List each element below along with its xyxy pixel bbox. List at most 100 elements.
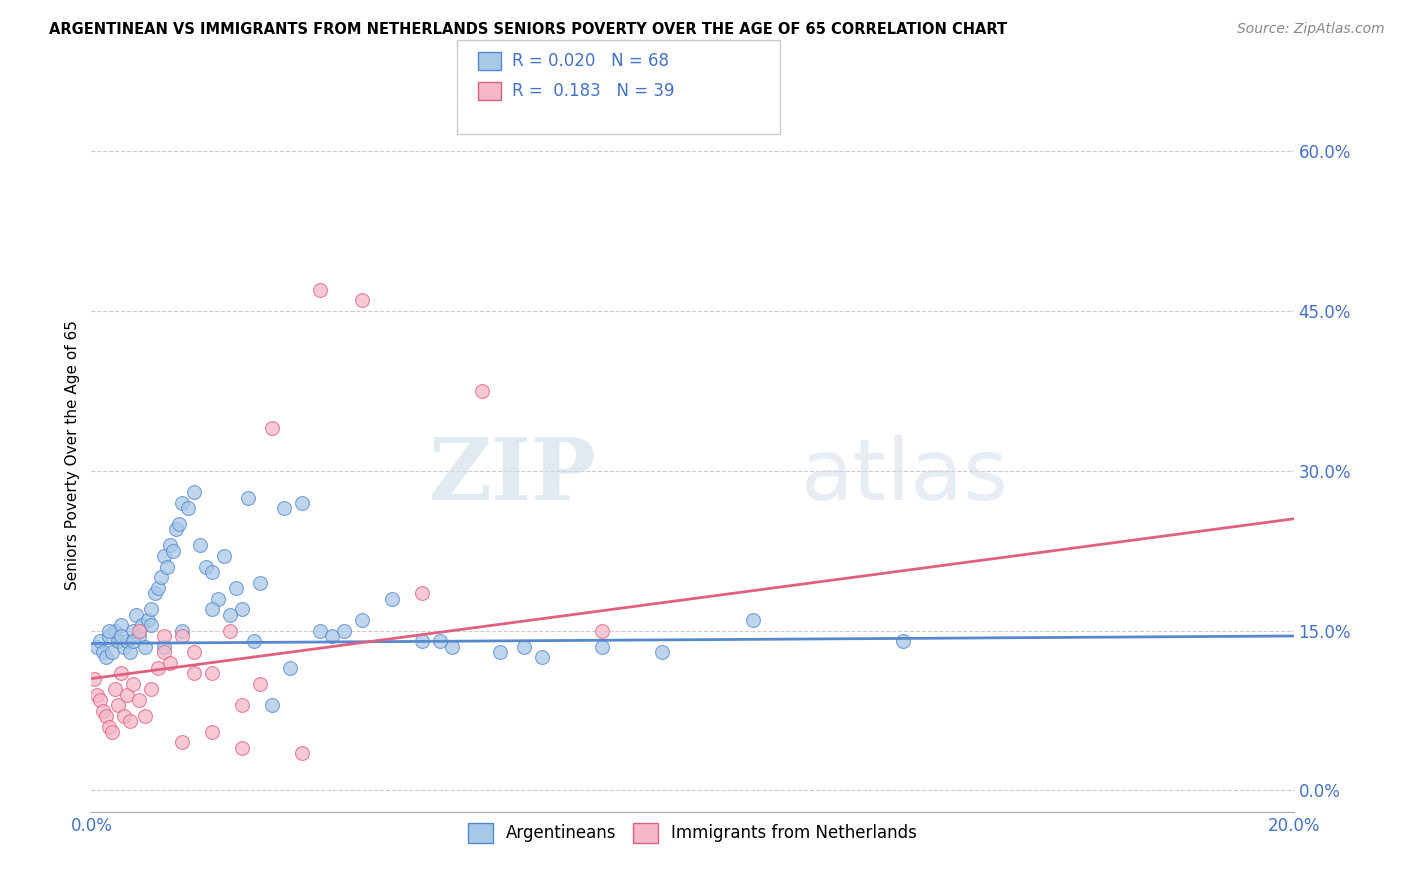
Point [98, 624, 121, 638]
Point [141, 618, 163, 632]
Point [212, 549, 235, 563]
Point [122, 634, 145, 648]
Point [138, 613, 160, 627]
Point [114, 709, 136, 723]
Point [278, 661, 301, 675]
Point [170, 496, 193, 510]
Point [170, 624, 193, 638]
Point [231, 698, 253, 713]
Point [86, 640, 108, 654]
Point [107, 698, 129, 713]
Point [128, 629, 150, 643]
Point [110, 629, 132, 643]
Point [93, 645, 115, 659]
Point [218, 607, 240, 622]
Point [165, 523, 187, 537]
Point [429, 634, 451, 648]
Point [104, 624, 127, 638]
Point [411, 586, 433, 600]
Point [114, 640, 136, 654]
Point [149, 570, 172, 584]
Point [152, 640, 174, 654]
Point [308, 283, 330, 297]
Point [471, 384, 494, 398]
Point [531, 650, 554, 665]
Point [152, 549, 174, 563]
Point [93, 704, 115, 718]
Point [381, 591, 404, 606]
Point [201, 602, 224, 616]
Point [134, 640, 156, 654]
Point [101, 724, 124, 739]
Point [128, 624, 150, 638]
Text: Source: ZipAtlas.com: Source: ZipAtlas.com [1237, 22, 1385, 37]
Point [291, 746, 314, 760]
Point [333, 624, 356, 638]
Point [155, 559, 177, 574]
Point [152, 629, 174, 643]
Point [98, 719, 121, 733]
Point [194, 559, 217, 574]
Point [242, 634, 264, 648]
Point [350, 293, 373, 308]
Point [143, 586, 166, 600]
Point [83, 672, 105, 686]
Point [117, 634, 139, 648]
Point [411, 634, 433, 648]
Point [122, 624, 145, 638]
Point [741, 613, 763, 627]
Text: ARGENTINEAN VS IMMIGRANTS FROM NETHERLANDS SENIORS POVERTY OVER THE AGE OF 65 CO: ARGENTINEAN VS IMMIGRANTS FROM NETHERLAN… [49, 22, 1007, 37]
Point [152, 645, 174, 659]
Point [236, 491, 259, 505]
Point [183, 645, 205, 659]
Point [291, 496, 314, 510]
Point [110, 618, 132, 632]
Point [201, 724, 224, 739]
Point [249, 575, 271, 590]
Point [120, 714, 142, 729]
Point [98, 629, 121, 643]
Text: R = 0.020   N = 68: R = 0.020 N = 68 [512, 52, 669, 70]
Text: atlas: atlas [800, 434, 1008, 518]
Point [249, 677, 271, 691]
Point [134, 709, 156, 723]
Point [89, 634, 111, 648]
Point [321, 629, 343, 643]
Point [350, 613, 373, 627]
Point [104, 682, 127, 697]
Point [170, 629, 193, 643]
Text: R =  0.183   N = 39: R = 0.183 N = 39 [512, 82, 675, 100]
Point [176, 501, 198, 516]
Point [308, 624, 330, 638]
Point [591, 640, 613, 654]
Point [117, 688, 139, 702]
Point [162, 543, 184, 558]
Point [167, 517, 190, 532]
Point [891, 634, 914, 648]
Point [201, 565, 224, 579]
Point [146, 661, 169, 675]
Point [225, 581, 247, 595]
Point [131, 618, 153, 632]
Point [125, 607, 148, 622]
Point [260, 421, 283, 435]
Point [207, 591, 229, 606]
Point [218, 624, 240, 638]
Point [489, 645, 512, 659]
Point [141, 682, 163, 697]
Legend: Argentineans, Immigrants from Netherlands: Argentineans, Immigrants from Netherland… [461, 816, 924, 850]
Point [201, 666, 224, 681]
Point [107, 634, 129, 648]
Point [89, 693, 111, 707]
Point [120, 645, 142, 659]
Point [183, 485, 205, 500]
Y-axis label: Seniors Poverty Over the Age of 65: Seniors Poverty Over the Age of 65 [65, 320, 80, 590]
Point [96, 709, 118, 723]
Text: ZIP: ZIP [429, 434, 596, 518]
Point [651, 645, 673, 659]
Point [513, 640, 536, 654]
Point [122, 677, 145, 691]
Point [188, 538, 211, 552]
Point [231, 602, 253, 616]
Point [231, 740, 253, 755]
